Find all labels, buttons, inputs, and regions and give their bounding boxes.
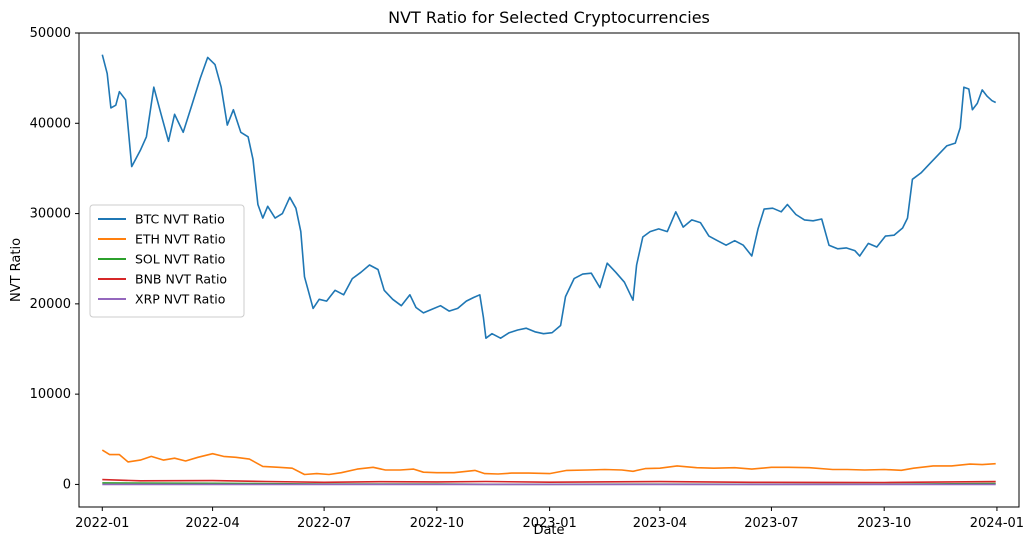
legend-entry-label: SOL NVT Ratio [135,252,225,267]
legend-box [89,204,245,318]
legend-entry-label: ETH NVT Ratio [135,232,226,247]
legend-entry-label: BNB NVT Ratio [135,272,227,287]
plot-frame [78,32,1020,508]
x-tick-label: 2022-07 [297,516,351,531]
y-tick-label: 10000 [30,387,71,402]
chart-legend: BTC NVT Ratio ETH NVT Ratio SOL NVT Ratio B… [89,204,245,318]
x-tick-label: 2023-07 [744,516,798,531]
x-axis-label: Date [533,523,564,538]
chart-title: NVT Ratio for Selected Cryptocurrencies [388,8,710,27]
y-tick-label: 30000 [30,207,71,222]
legend-entry-label: BTC NVT Ratio [135,212,225,227]
y-tick-label: 0 [63,477,71,492]
y-tick-label: 50000 [30,26,71,41]
x-axis-ticks: 2022-01 2022-04 2022-07 2022-10 2023-01 2023-… [75,507,1023,531]
x-tick-label: 2022-01 [75,516,129,531]
y-tick-label: 20000 [30,297,71,312]
x-tick-label: 2022-10 [410,516,464,531]
series-line-eth [101,449,996,476]
x-tick-label: 2022-04 [185,516,239,531]
y-axis-label: NVT Ratio [9,238,24,302]
legend-entry-label: XRP NVT Ratio [135,292,225,307]
x-tick-label: 2023-10 [857,516,911,531]
y-axis-ticks: 0 10000 20000 30000 40000 50000 [30,26,79,492]
series-line-bnb [102,478,996,484]
series-line-btc [101,54,997,339]
y-tick-label: 40000 [30,116,71,131]
x-tick-label: 2023-04 [633,516,687,531]
x-tick-label: 2023-01 [522,516,576,531]
plot-series [101,54,997,486]
x-tick-label: 2024-01 [970,516,1023,531]
